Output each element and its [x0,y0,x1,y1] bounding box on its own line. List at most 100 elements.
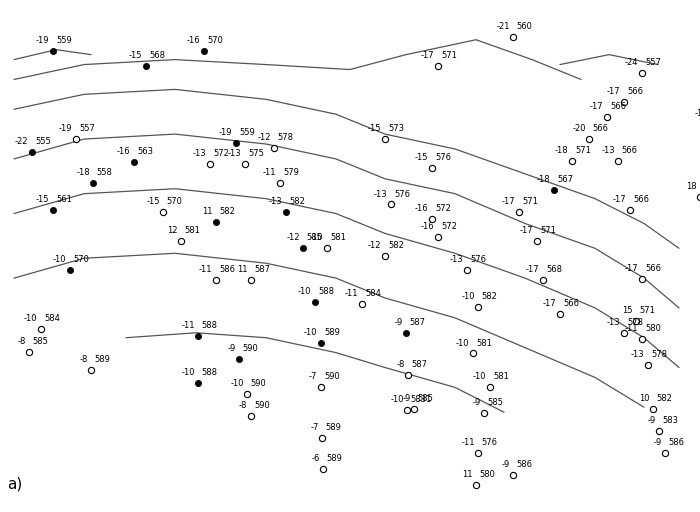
Text: a): a) [7,477,22,492]
Text: 570: 570 [208,36,223,45]
Text: 581: 581 [494,372,510,381]
Text: 589: 589 [326,423,342,432]
Text: 568: 568 [546,266,562,274]
Text: -17: -17 [543,299,556,308]
Text: 568: 568 [149,51,165,60]
Text: -10: -10 [304,328,317,337]
Text: 587: 587 [410,318,426,327]
Text: -17: -17 [519,226,533,235]
Text: 573: 573 [389,124,405,133]
Text: 584: 584 [44,314,60,323]
Text: -10: -10 [390,395,404,404]
Text: 571: 571 [441,51,457,60]
Text: -22: -22 [15,137,28,146]
Text: 581: 581 [184,226,200,235]
Text: -10: -10 [298,287,312,296]
Text: -9: -9 [648,416,656,425]
Text: -17: -17 [607,87,621,96]
Text: 566: 566 [645,264,661,273]
Text: -9: -9 [228,345,236,353]
Text: 10: 10 [639,394,650,403]
Text: 566: 566 [628,87,644,96]
Text: 557: 557 [645,58,661,67]
Text: -12: -12 [286,233,300,242]
Text: 5831: 5831 [411,395,432,404]
Text: -9: -9 [473,398,481,408]
Text: -17: -17 [613,196,626,204]
Text: -10: -10 [181,368,195,377]
Text: -11: -11 [624,324,638,333]
Text: -15: -15 [36,196,49,204]
Text: -10: -10 [473,372,486,381]
Text: 18: 18 [686,182,696,191]
Text: -10: -10 [461,292,475,301]
Text: -11: -11 [181,321,195,330]
Text: -10: -10 [456,338,469,348]
Text: -13: -13 [631,350,644,359]
Text: 576: 576 [482,438,498,447]
Text: 585: 585 [307,233,323,242]
Text: -20: -20 [572,124,586,133]
Text: 570: 570 [167,197,183,206]
Text: 588: 588 [318,287,335,296]
Text: -17: -17 [624,264,638,273]
Text: -6: -6 [312,454,320,463]
Text: 584: 584 [365,289,381,298]
Text: -7: -7 [310,423,319,432]
Text: -19: -19 [59,124,72,133]
Text: 585: 585 [488,398,503,408]
Text: -8: -8 [239,401,247,410]
Text: -15: -15 [368,124,382,133]
Text: -13: -13 [269,197,282,206]
Text: -19: -19 [218,128,232,137]
Text: 586: 586 [219,266,235,274]
Text: 558: 558 [97,167,113,177]
Text: 559: 559 [56,36,71,45]
Text: 588: 588 [202,368,218,377]
Text: 589: 589 [94,355,111,364]
Text: -16: -16 [421,222,434,231]
Text: 581: 581 [330,233,346,242]
Text: -17: -17 [502,197,516,206]
Text: -13: -13 [607,318,621,327]
Text: 575: 575 [248,148,265,158]
Text: -11: -11 [199,266,212,274]
Text: -16: -16 [187,36,201,45]
Text: 589: 589 [327,454,342,463]
Text: 12: 12 [167,226,177,235]
Text: 11: 11 [202,207,212,216]
Text: 585: 585 [33,337,48,346]
Text: 582: 582 [389,241,405,250]
Text: -16: -16 [414,204,428,213]
Text: -10: -10 [53,255,66,264]
Text: 559: 559 [239,128,255,137]
Text: 572: 572 [435,204,451,213]
Text: 563: 563 [138,147,154,156]
Text: -11: -11 [461,438,475,447]
Text: 567: 567 [558,175,574,184]
Text: 555: 555 [35,137,51,146]
Text: 580: 580 [480,470,496,479]
Text: -9: -9 [502,460,510,469]
Text: 566: 566 [634,196,650,204]
Text: -15: -15 [414,153,428,162]
Text: -9: -9 [394,318,402,327]
Text: 582: 582 [482,292,498,301]
Text: -24: -24 [624,58,638,67]
Text: 590: 590 [251,379,267,389]
Text: 578: 578 [651,350,667,359]
Text: 566: 566 [610,102,626,111]
Text: 581: 581 [476,338,492,348]
Text: 566: 566 [622,146,638,155]
Text: 566: 566 [564,299,580,308]
Text: 557: 557 [79,124,95,133]
Text: 580: 580 [645,324,661,333]
Text: -11: -11 [263,167,276,177]
Text: -8: -8 [396,360,405,370]
Text: 582: 582 [289,197,305,206]
Text: -17: -17 [421,51,434,60]
Text: 590: 590 [324,372,340,381]
Text: 15: 15 [622,306,632,315]
Text: -13: -13 [193,148,206,158]
Text: 576: 576 [470,255,486,264]
